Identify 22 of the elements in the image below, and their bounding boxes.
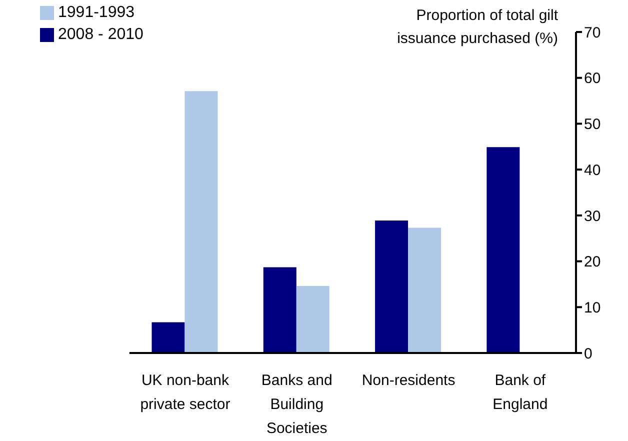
legend-label: 1991-1993 [58,4,135,21]
y-tick-label: 50 [584,116,601,134]
y-tick-label: 70 [584,24,601,42]
bar [486,147,520,353]
bar [408,228,442,353]
y-tick-label: 10 [584,299,601,316]
y-tick-label: 60 [584,70,601,88]
x-tick-label: Non-residents [362,372,456,389]
y-tick-label: 40 [584,162,601,179]
y-tick-label: 20 [584,254,601,271]
x-tick-label: UK non-bank private sector [140,372,230,413]
y-axis-title: Proportion of total gilt issuance purchased (%) [396,6,558,49]
bar [375,220,408,353]
y-tick-label: 0 [584,345,592,362]
bar [152,322,185,353]
y-tick-label: 30 [584,208,601,225]
bar [296,286,330,353]
bar [263,267,296,353]
legend-label: 2008 - 2010 [58,26,144,43]
x-tick-label: Banks and Building Societies [261,372,332,437]
x-tick-label: Bank of England [492,372,548,413]
bar [184,91,218,353]
